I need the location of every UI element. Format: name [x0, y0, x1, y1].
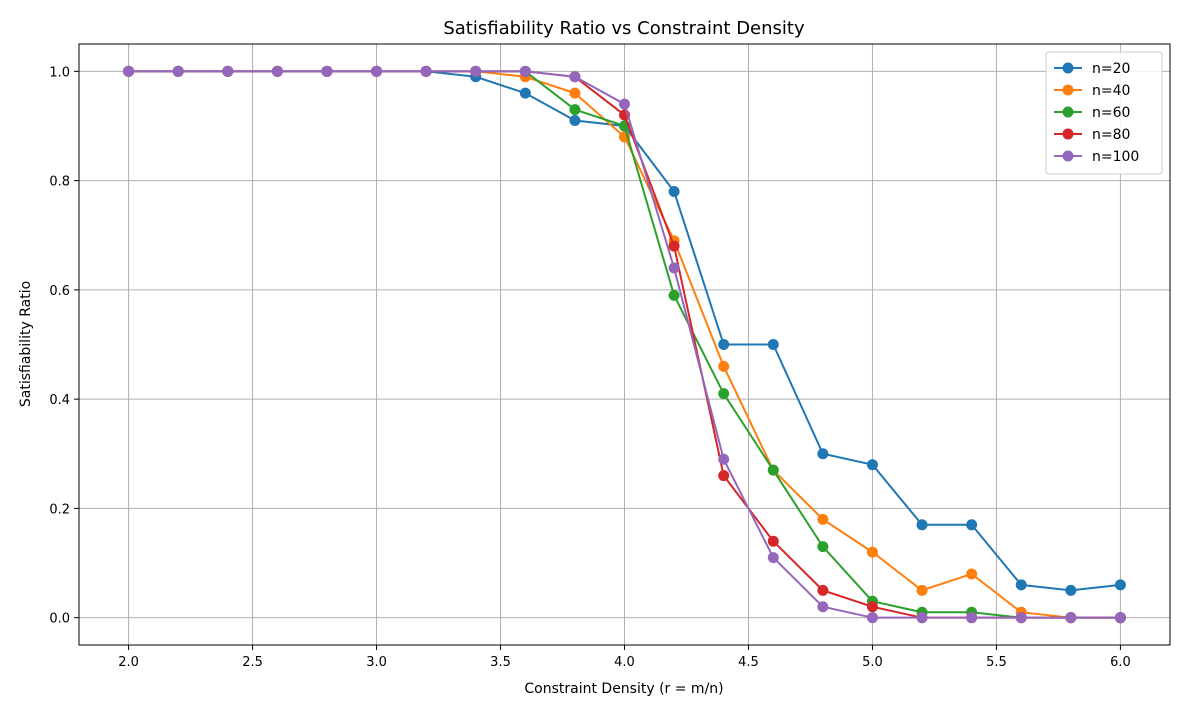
y-tick-label: 0.0: [49, 612, 70, 627]
data-point: [569, 114, 581, 126]
data-point: [569, 104, 581, 116]
data-point: [866, 546, 878, 558]
data-point: [817, 601, 829, 613]
data-point: [767, 464, 779, 476]
y-tick-label: 0.8: [49, 175, 70, 190]
data-point: [817, 448, 829, 460]
data-point: [866, 612, 878, 624]
data-point: [668, 240, 680, 252]
data-point: [767, 339, 779, 350]
data-point: [866, 601, 878, 613]
ticks: 2.0 2.5 3.0 3.5 4.0 4.5 5.0 5.5 6.0 0.0 0.2 0.4 0.6 0…: [49, 65, 1130, 670]
legend-label: n=80: [1092, 127, 1130, 143]
x-tick-label: 3.5: [490, 655, 511, 670]
data-point: [767, 535, 779, 547]
y-tick-label: 0.6: [49, 284, 70, 299]
plot-frame: [78, 43, 1171, 646]
y-tick-label: 0.4: [49, 393, 70, 408]
x-tick-label: 6.0: [1110, 655, 1131, 670]
data-point: [718, 339, 730, 350]
x-tick-label: 3.0: [366, 655, 387, 670]
legend-marker: [1062, 106, 1074, 118]
legend-label: n=40: [1092, 83, 1130, 99]
data-point: [123, 65, 135, 77]
legend-marker: [1062, 62, 1074, 74]
data-point: [1065, 584, 1077, 596]
series-n=100: [123, 65, 1126, 624]
chart-title: Satisfiability Ratio vs Constraint Densi…: [443, 18, 805, 39]
x-tick-label: 5.5: [986, 655, 1007, 670]
data-point: [916, 584, 928, 596]
data-point: [866, 459, 878, 471]
data-point: [420, 65, 432, 77]
data-point: [321, 65, 333, 77]
legend-marker: [1062, 128, 1074, 140]
data-point: [222, 65, 234, 77]
data-point: [718, 453, 730, 465]
data-point: [519, 65, 531, 77]
data-point: [271, 65, 283, 77]
data-point: [1015, 579, 1027, 591]
x-axis-label: Constraint Density (r = m/n): [524, 681, 723, 697]
data-point: [718, 470, 730, 482]
data-point: [966, 519, 978, 531]
x-tick-label: 4.0: [614, 655, 635, 670]
data-point: [817, 513, 829, 525]
data-point: [966, 568, 978, 580]
data-point: [668, 289, 680, 301]
data-point: [718, 388, 730, 400]
y-tick-label: 1.0: [49, 65, 70, 80]
y-axis-label: Satisfiability Ratio: [18, 281, 34, 407]
legend-label: n=60: [1092, 105, 1130, 121]
data-point: [1114, 612, 1126, 624]
x-tick-label: 2.0: [118, 655, 139, 670]
data-point: [172, 65, 184, 77]
legend: n=20 n=40 n=60 n=80 n=100: [1045, 51, 1163, 175]
series-group: [123, 65, 1126, 624]
data-point: [718, 360, 730, 372]
data-point: [668, 262, 680, 274]
legend-label: n=20: [1092, 61, 1130, 77]
data-point: [371, 65, 383, 77]
x-tick-label: 4.5: [738, 655, 759, 670]
data-point: [1114, 579, 1126, 591]
data-point: [519, 87, 531, 99]
data-point: [1065, 612, 1077, 624]
data-point: [470, 65, 482, 77]
data-point: [817, 584, 829, 596]
x-tick-label: 2.5: [242, 655, 263, 670]
data-point: [569, 87, 581, 99]
y-tick-label: 0.2: [49, 502, 70, 517]
data-point: [569, 71, 581, 83]
data-point: [767, 552, 779, 564]
data-point: [966, 612, 978, 624]
data-point: [1015, 612, 1027, 624]
data-point: [916, 519, 928, 531]
legend-box: [1045, 51, 1163, 175]
data-point: [619, 98, 630, 110]
data-point: [916, 612, 928, 624]
legend-label: n=100: [1092, 149, 1139, 165]
legend-marker: [1062, 84, 1074, 96]
x-tick-label: 5.0: [862, 655, 883, 670]
legend-marker: [1062, 150, 1074, 162]
data-point: [668, 186, 680, 198]
data-point: [817, 541, 829, 553]
